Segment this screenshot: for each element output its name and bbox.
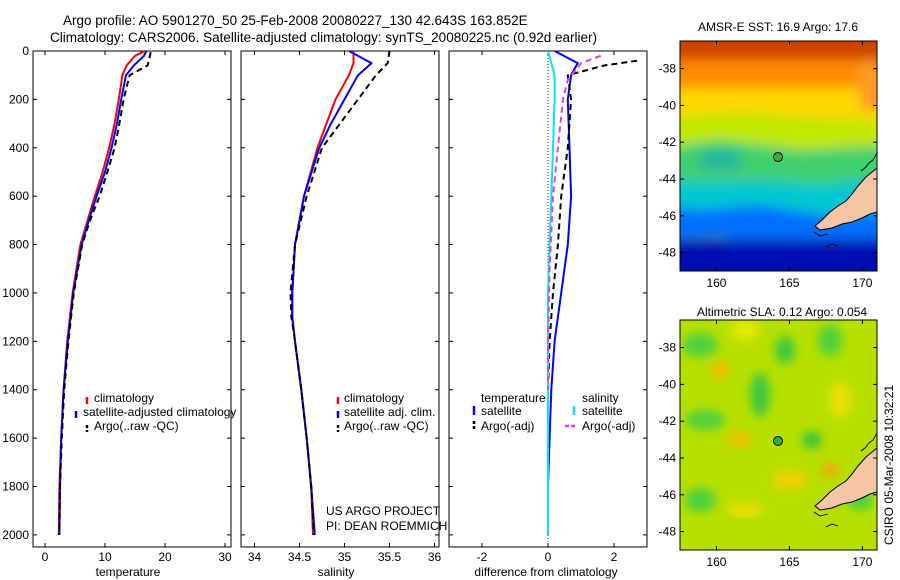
y-tick-label: 1600 (2, 431, 29, 445)
sla-heatmap (680, 320, 877, 550)
y-tick-label: 800 (9, 238, 29, 252)
series-line-salinity-argo-adj (547, 54, 602, 390)
x-tick-label: 30 (218, 550, 232, 564)
temperature-panel: 0 10 20 30 0 200 400 600 800 1000 1200 1400 1600 1800… (2, 44, 236, 579)
x-tick-label: -2 (477, 550, 488, 564)
x-tick-label: 36 (428, 550, 442, 564)
y-tick-label: 1800 (2, 480, 29, 494)
difference-legend: temperature satellite Argo(-adj) salinit… (472, 391, 635, 433)
x-tick-label: 0 (545, 550, 552, 564)
x-tick-label: 165 (779, 555, 799, 569)
coastline (813, 152, 877, 248)
x-tick-label: 10 (98, 550, 112, 564)
legend-satellite-adj: satellite adj. clim. (344, 405, 435, 419)
y-tick-label: 0 (22, 44, 29, 58)
difference-xlabel: difference from climatology (474, 565, 617, 579)
salinity-legend: climatology satellite adj. clim. Argo(..… (336, 391, 435, 433)
sla-map-frame (679, 319, 878, 551)
y-tick-label: -40 (659, 98, 677, 112)
series-line-salinity-satellite (547, 51, 556, 535)
x-tick-label: 165 (779, 276, 799, 290)
series-line-argo-raw-qc (58, 52, 152, 535)
land-new-zealand (814, 447, 877, 511)
y-tick-label: 2000 (2, 528, 29, 542)
y-tick-label: -42 (659, 414, 677, 428)
x-tick-label: 34.5 (288, 550, 312, 564)
land-new-zealand (814, 167, 877, 231)
argo-position-marker (773, 152, 783, 162)
x-tick-label: 20 (158, 550, 172, 564)
y-tick-label: 600 (9, 189, 29, 203)
y-tick-label: -38 (659, 341, 677, 355)
x-tick-label: 0 (42, 550, 49, 564)
y-tick-label: 1400 (2, 383, 29, 397)
sst-map-title: AMSR-E SST: 16.9 Argo: 17.6 (698, 20, 858, 34)
legend-temperature-satellite: satellite (481, 404, 522, 418)
x-tick-label: 160 (706, 555, 726, 569)
project-label: US ARGO PROJECT (326, 504, 441, 518)
sst-map-panel: AMSR-E SST: 16.9 Argo: 17.6 160 165 170 -38… (659, 20, 878, 290)
x-tick-label: 35 (338, 550, 352, 564)
y-tick-label: -38 (659, 62, 677, 76)
y-tick-label: -44 (659, 451, 677, 465)
y-tick-label: -46 (659, 488, 677, 502)
legend-satellite-adjusted: satellite-adjusted climatology (83, 405, 236, 419)
temperature-legend: climatology satellite-adjusted climatolo… (74, 391, 236, 433)
argo-position-marker (773, 436, 783, 446)
difference-panel: -2 0 2 difference from climatology tempera… (448, 50, 648, 579)
x-tick-label: 35.5 (378, 550, 402, 564)
y-tick-label: 1000 (2, 286, 29, 300)
x-tick-label: 170 (852, 276, 872, 290)
temperature-axes-box (32, 50, 232, 548)
x-tick-label: 34 (248, 550, 262, 564)
pi-label: PI: DEAN ROEMMICH (326, 519, 447, 533)
y-tick-label: -40 (659, 377, 677, 391)
x-tick-label: 2 (611, 550, 618, 564)
legend-salinity-satellite: satellite (582, 404, 623, 418)
salinity-axes-box (240, 50, 440, 548)
temperature-xlabel: temperature (96, 565, 161, 579)
sla-map-title: Altimetric SLA: 0.12 Argo: 0.054 (697, 305, 867, 319)
header-title-line2: Climatology: CARS2006. Satellite-adjuste… (50, 30, 597, 45)
y-tick-label: -46 (659, 209, 677, 223)
csiro-timestamp: CSIRO 05-Mar-2008 10:32:21 (882, 385, 896, 545)
y-tick-label: -44 (659, 172, 677, 186)
x-tick-label: 170 (852, 555, 872, 569)
y-tick-label: 1200 (2, 334, 29, 348)
coastline (813, 432, 877, 528)
sla-map-panel: Altimetric SLA: 0.12 Argo: 0.054 (659, 305, 878, 569)
legend-argo: Argo(..raw -QC) (94, 419, 179, 433)
legend-temperature-title: temperature (481, 391, 546, 405)
header-title-line1: Argo profile: AO 5901270_50 25-Feb-2008 … (63, 13, 528, 28)
series-line-temperature-satellite (547, 51, 579, 535)
legend-temperature-argo: Argo(-adj) (481, 419, 534, 433)
legend-climatology: climatology (344, 391, 404, 405)
sst-heatmap (680, 41, 877, 271)
salinity-xlabel: salinity (318, 565, 355, 579)
salinity-panel: 34 34.5 35 35.5 36 salinity climatology sate… (240, 50, 447, 579)
legend-argo: Argo(..raw -QC) (344, 419, 429, 433)
legend-climatology: climatology (94, 391, 154, 405)
legend-salinity-title: salinity (582, 391, 619, 405)
y-tick-label: -42 (659, 135, 677, 149)
x-tick-label: 160 (706, 276, 726, 290)
y-tick-label: -48 (659, 246, 677, 260)
y-tick-label: 400 (9, 141, 29, 155)
y-tick-label: 200 (9, 92, 29, 106)
series-line-argo-raw-qc (289, 51, 391, 535)
y-tick-label: -48 (659, 525, 677, 539)
sst-map-frame (679, 40, 878, 272)
legend-salinity-argo: Argo(-adj) (582, 419, 635, 433)
